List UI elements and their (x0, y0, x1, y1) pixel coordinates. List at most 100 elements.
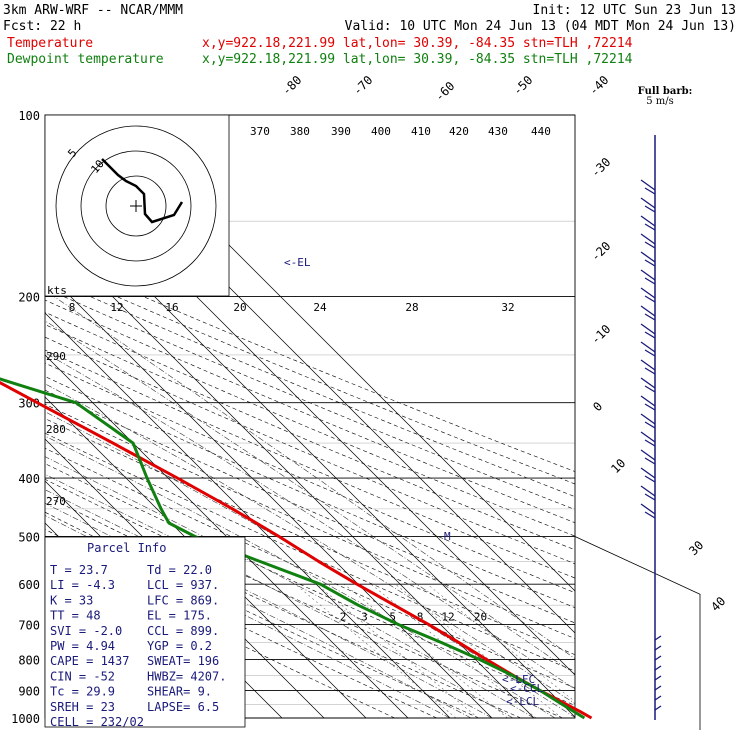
parcel-stat: CELL = 232/02 (50, 715, 144, 729)
wind-barb (654, 645, 662, 651)
dry-adiabat (45, 362, 575, 594)
pressure-tick-label: 900 (18, 684, 40, 698)
wind-barb (654, 635, 662, 641)
wind-barb (640, 305, 656, 317)
wind-barb (644, 493, 656, 501)
mixing-ratio-label: 12 (441, 611, 454, 624)
barb-legend-title: Full barb: (638, 86, 693, 97)
level-annotation: M (444, 530, 451, 543)
wind-barb (640, 377, 656, 389)
wind-barb (644, 241, 656, 249)
level-annotation: <-CCL (510, 682, 543, 695)
theta-label: 290 (46, 350, 66, 363)
forecast-hour: Fcst: 22 h (3, 19, 81, 34)
isotherm-label: -70 (350, 73, 375, 98)
wind-barb (644, 385, 656, 393)
wind-barb (644, 349, 656, 357)
parcel-info-title: Parcel Info (87, 541, 166, 555)
parcel-stat: YGP = 0.2 (147, 639, 212, 653)
isotherm (45, 270, 493, 719)
wind-barb (654, 675, 662, 681)
pressure-tick-label: 600 (18, 578, 40, 592)
theta-label: 440 (531, 125, 551, 138)
isotherm (45, 228, 535, 719)
wind-barb (644, 475, 656, 483)
mixing-ratio-line (427, 583, 575, 702)
wind-barb (644, 223, 656, 231)
parcel-stat: PW = 4.94 (50, 639, 115, 653)
hodograph-ring (55, 125, 217, 287)
level-annotation: <-LFC (502, 673, 535, 686)
wind-barb (640, 503, 656, 515)
wind-barb (640, 485, 656, 497)
parcel-stat: LFC = 869. (147, 593, 219, 607)
wind-barb (644, 511, 656, 519)
pressure-tick-label: 500 (18, 530, 40, 544)
wind-barb (640, 233, 656, 245)
wind-barb (640, 467, 656, 479)
isotherm-label: -50 (510, 73, 535, 98)
wind-barb (640, 269, 656, 281)
dry-adiabat (45, 349, 575, 579)
wind-barb (640, 215, 656, 227)
theta-label: 420 (449, 125, 469, 138)
moist-adiabat (45, 352, 575, 690)
parcel-stat: HWBZ= 4207. (147, 669, 226, 683)
parcel-stat: T = 23.7 (50, 563, 108, 577)
wind-barb (644, 457, 656, 465)
parcel-stat: Td = 22.0 (147, 563, 212, 577)
speed-label: 28 (405, 301, 418, 314)
parcel-stat: LI = -4.3 (50, 578, 115, 592)
wind-barb (654, 655, 662, 661)
mixing-ratio-line (344, 583, 508, 719)
pressure-tick-label: 100 (18, 109, 40, 123)
isotherm-label: -80 (279, 73, 304, 98)
valid-time: Valid: 10 UTC Mon 24 Jun 13 (04 MDT Mon … (345, 19, 736, 34)
wind-barb (644, 331, 656, 339)
isotherm-label: -10 (588, 322, 613, 347)
wind-barb (644, 421, 656, 429)
temperature-location: x,y=922.18,221.99 lat,lon= 30.39, -84.35… (202, 36, 633, 51)
isotherm (45, 354, 409, 719)
parcel-stat: TT = 48 (50, 609, 101, 623)
wind-barb (640, 287, 656, 299)
isotherm-label: -40 (586, 73, 611, 98)
theta-label: 410 (411, 125, 431, 138)
speed-label: 32 (501, 301, 514, 314)
pressure-tick-label: 200 (18, 291, 40, 305)
dry-adiabat (45, 529, 437, 719)
plot-border-right (574, 536, 701, 730)
isotherm-label: 40 (708, 594, 728, 614)
wind-barb (640, 359, 656, 371)
wind-barb (644, 403, 656, 411)
pressure-tick-label: 800 (18, 654, 40, 668)
pressure-tick-label: 400 (18, 472, 40, 486)
wind-barb (654, 665, 662, 671)
mixing-ratio-label: 8 (417, 611, 424, 624)
moist-adiabat (45, 502, 472, 719)
hodograph-ring (80, 150, 192, 262)
isotherm-label: 10 (608, 456, 628, 476)
theta-label: 380 (290, 125, 310, 138)
level-annotation: <-LCL (506, 695, 539, 708)
wind-barb (644, 367, 656, 375)
hodograph-ring (105, 175, 167, 237)
wind-barb (644, 295, 656, 303)
parcel-stat: SVI = -2.0 (50, 624, 122, 638)
wind-barb (640, 323, 656, 335)
wind-barb (640, 449, 656, 461)
theta-label: 370 (250, 125, 270, 138)
parcel-stat: CCL = 899. (147, 624, 219, 638)
theta-label: 430 (488, 125, 508, 138)
theta-label: 280 (46, 423, 66, 436)
isotherm-label: 30 (686, 538, 706, 558)
dewpoint-trace (0, 377, 586, 720)
dry-adiabat (45, 324, 575, 551)
parcel-stat: CAPE = 1437 (50, 654, 129, 668)
isotherm-label: -20 (588, 239, 613, 264)
wind-barb (644, 277, 656, 285)
parcel-stat: SREH = 23 (50, 700, 115, 714)
theta-label: 270 (46, 495, 66, 508)
wind-barb (640, 413, 656, 425)
